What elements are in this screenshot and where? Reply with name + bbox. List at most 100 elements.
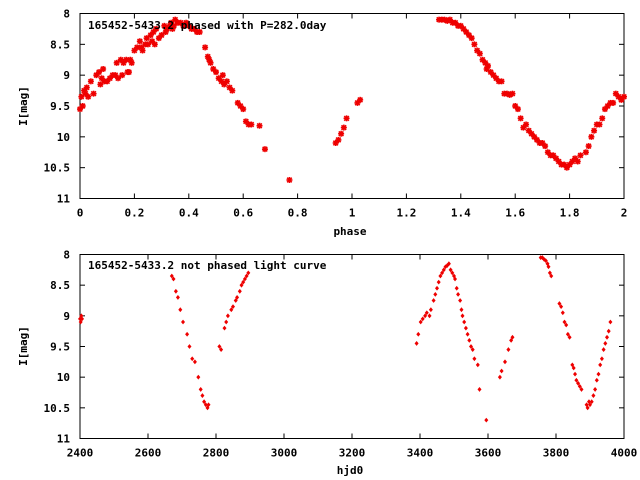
- data-point: [591, 127, 598, 134]
- data-point: [237, 103, 244, 109]
- data-point: [467, 337, 472, 343]
- data-point: [498, 78, 505, 85]
- data-point: [170, 22, 177, 29]
- data-point: [572, 155, 579, 162]
- data-point: [202, 44, 209, 51]
- data-point: [562, 319, 567, 325]
- data-point: [185, 331, 190, 337]
- data-point: [235, 295, 240, 300]
- data-point: [338, 130, 345, 137]
- tick-marks: [79, 254, 625, 439]
- data-point: [477, 387, 482, 392]
- data-point: [459, 307, 464, 313]
- data-point: [463, 29, 470, 35]
- data-point: [577, 383, 582, 389]
- x-tick-label: 1.6: [505, 207, 525, 220]
- data-point: [203, 402, 208, 408]
- data-point: [479, 56, 486, 63]
- data-point: [566, 161, 573, 168]
- data-point: [484, 417, 489, 423]
- data-point: [559, 304, 564, 310]
- data-point: [585, 405, 590, 411]
- data-point: [557, 301, 562, 306]
- data-point: [435, 285, 439, 291]
- data-point: [173, 288, 178, 294]
- data-point: [136, 38, 143, 45]
- x-tick-label: 3000: [271, 447, 298, 460]
- data-point: [427, 313, 432, 319]
- data-point: [239, 282, 244, 288]
- y-axis-label: I[mag]: [17, 86, 30, 126]
- data-point: [256, 122, 263, 129]
- data-point: [588, 133, 595, 140]
- data-point: [471, 41, 478, 48]
- data-point: [237, 288, 242, 294]
- unphased-light-curve-panel: 2400 2600 2800 3000 3200 3400 3600 3800 4000 8 8.5…: [17, 249, 637, 478]
- data-point: [78, 319, 83, 325]
- data-point: [78, 93, 85, 100]
- data-point: [206, 402, 211, 408]
- data-point: [514, 106, 521, 113]
- data-point: [223, 78, 230, 85]
- x-tick-label: 0.6: [233, 207, 253, 220]
- data-point: [213, 69, 219, 76]
- y-tick-label: 9.5: [50, 341, 70, 354]
- data-point: [433, 291, 438, 297]
- data-point: [343, 115, 350, 122]
- data-point: [475, 362, 480, 368]
- x-tick-label: 0.8: [288, 207, 308, 220]
- data-point: [416, 331, 421, 337]
- data-point: [90, 90, 97, 97]
- data-point: [531, 133, 538, 140]
- data-point: [202, 399, 207, 405]
- data-point: [549, 273, 554, 279]
- data-point: [577, 152, 584, 159]
- data-point: [115, 75, 122, 82]
- data-point: [588, 402, 592, 408]
- data-point: [596, 371, 601, 377]
- data-point: [200, 393, 205, 398]
- data-point: [506, 347, 511, 352]
- data-point: [190, 356, 195, 362]
- data-point: [420, 316, 425, 322]
- plot-frame: [79, 13, 625, 199]
- x-tick-label: 3200: [339, 447, 366, 460]
- data-point: [610, 99, 617, 106]
- data-point: [82, 90, 89, 97]
- data-point: [97, 81, 104, 88]
- data-point: [83, 84, 90, 91]
- data-point: [571, 365, 576, 371]
- x-tick-label: 3600: [475, 447, 502, 460]
- y-tick-label: 8: [63, 8, 70, 21]
- data-point: [499, 368, 504, 374]
- data-point: [574, 377, 579, 383]
- data-point: [423, 313, 428, 319]
- x-tick-label: 1.8: [560, 207, 580, 220]
- data-point: [80, 316, 85, 322]
- data-point: [128, 59, 135, 66]
- data-point: [241, 279, 246, 285]
- data-point: [603, 341, 608, 346]
- data-point: [584, 402, 589, 408]
- data-point: [589, 399, 594, 405]
- data-point: [357, 96, 364, 103]
- data-point: [543, 258, 548, 264]
- x-tick-label: 0: [77, 207, 84, 220]
- data-point: [261, 146, 268, 153]
- data-point: [565, 331, 570, 337]
- tick-marks: [79, 13, 625, 199]
- data-point: [463, 325, 468, 331]
- data-points: [77, 16, 627, 183]
- data-point: [181, 319, 186, 325]
- data-point: [175, 295, 180, 300]
- x-tick-label: 4000: [611, 447, 638, 460]
- data-point: [231, 304, 235, 310]
- data-point: [593, 387, 598, 392]
- y-tick-label: 8.5: [50, 38, 70, 51]
- data-point: [497, 374, 502, 380]
- data-point: [436, 279, 441, 285]
- data-point: [169, 25, 176, 32]
- x-tick-label: 0.2: [124, 207, 144, 220]
- data-point: [224, 319, 229, 325]
- data-point: [340, 124, 347, 131]
